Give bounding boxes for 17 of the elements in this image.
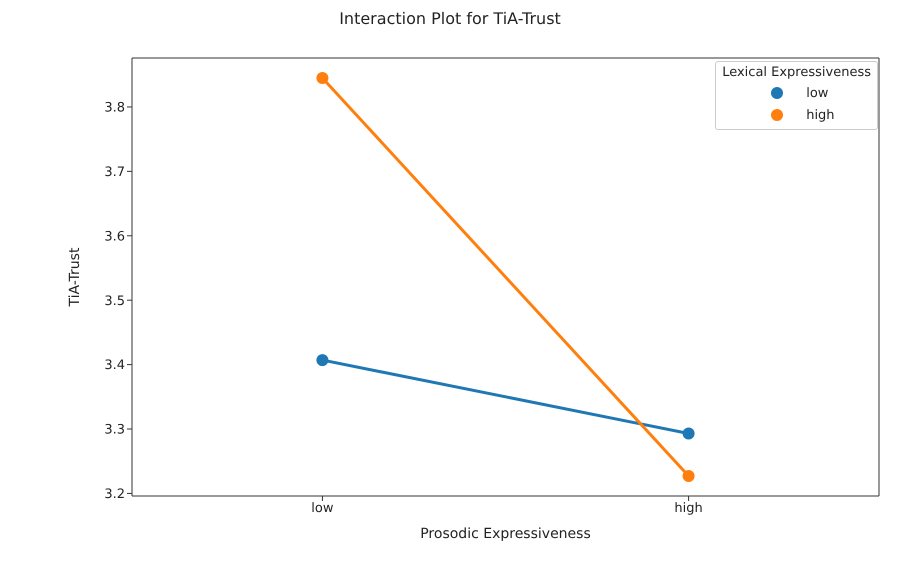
y-tick-label: 3.6 bbox=[104, 229, 125, 244]
y-tick-label: 3.4 bbox=[104, 358, 125, 374]
point bbox=[682, 470, 695, 482]
chart-title: Interaction Plot for TiA-Trust bbox=[338, 8, 562, 30]
legend-label: low bbox=[806, 86, 828, 100]
point bbox=[682, 428, 695, 440]
point bbox=[316, 354, 328, 366]
y-tick-label: 3.2 bbox=[104, 487, 125, 502]
y-axis-title: TiA-Trust bbox=[66, 247, 83, 308]
y-tick-label: 3.5 bbox=[104, 294, 125, 309]
point bbox=[316, 72, 328, 84]
legend-title: Lexical Expressiveness bbox=[722, 65, 871, 80]
y-tick-label: 3.3 bbox=[104, 422, 125, 438]
legend-label: high bbox=[806, 108, 835, 122]
y-tick-label: 3.7 bbox=[104, 164, 125, 180]
y-tick-label: 3.8 bbox=[104, 100, 125, 116]
x-axis-title: Prosodic Expressiveness bbox=[420, 526, 591, 542]
